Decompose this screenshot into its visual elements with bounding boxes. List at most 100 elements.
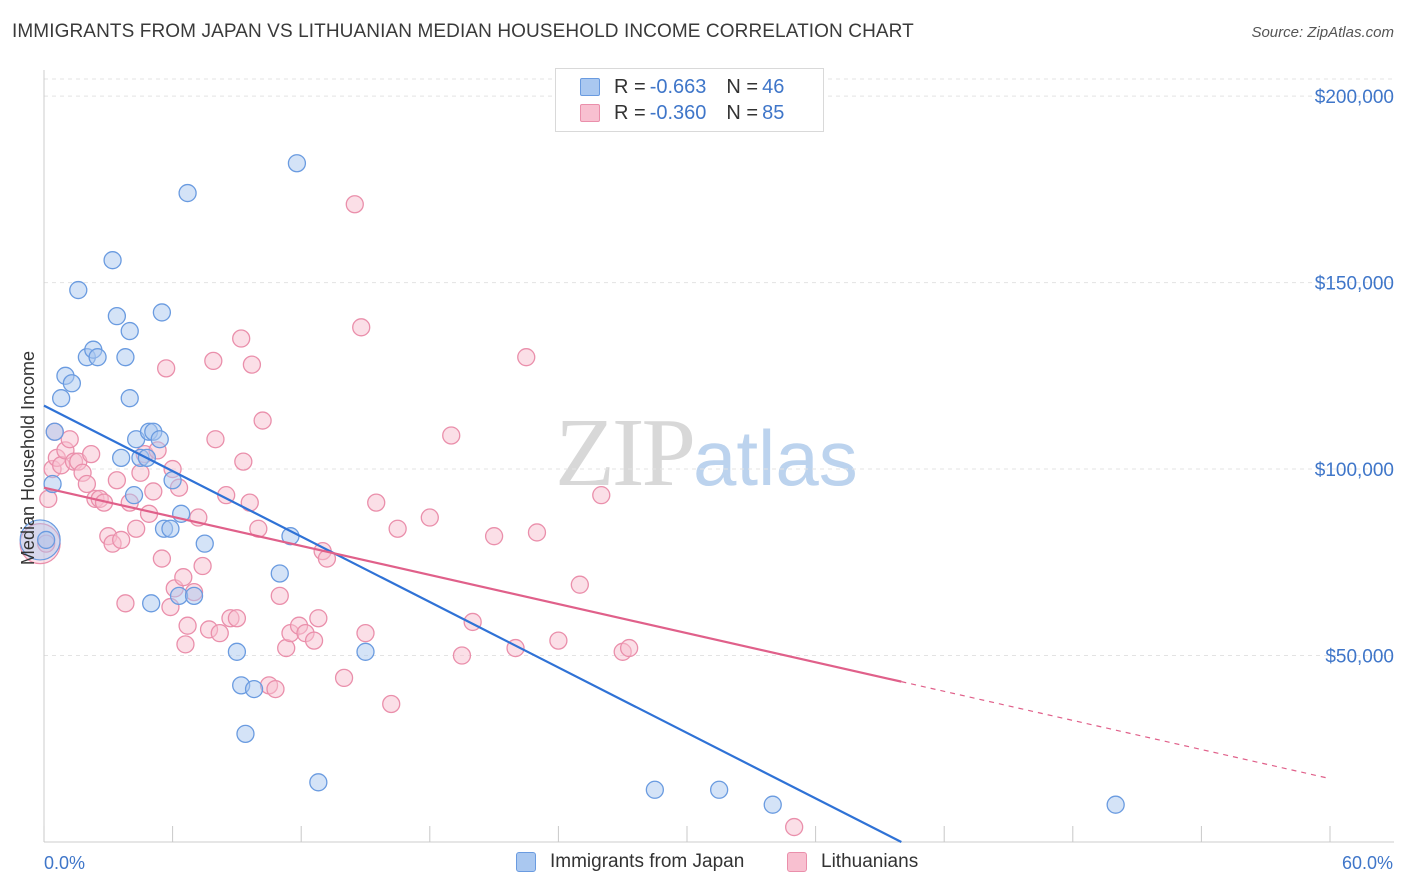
y-axis-label: Median Household Income xyxy=(18,351,38,565)
lithuanians-point xyxy=(178,616,197,635)
y-tick-label: $200,000 xyxy=(1315,87,1394,108)
japan-trend-line xyxy=(43,404,902,843)
japan-point xyxy=(710,780,729,799)
y-tick-labels: $50,000 $100,000 $150,000 $200,000 xyxy=(1315,87,1394,667)
legend-label: Immigrants from Japan xyxy=(550,851,745,872)
japan-point xyxy=(195,534,214,553)
japan-point xyxy=(62,374,82,393)
lithuanians-point xyxy=(570,575,589,594)
trend-lines xyxy=(43,404,1331,843)
lithuanians-point xyxy=(517,348,536,367)
japan-point xyxy=(227,642,247,661)
legend-item-japan[interactable]: Immigrants from Japan xyxy=(516,851,744,873)
lithuanians-point xyxy=(785,817,804,837)
japan-point xyxy=(244,679,264,699)
lithuanians-point xyxy=(242,355,262,374)
japan-point xyxy=(236,724,255,743)
japan-point xyxy=(1106,795,1125,814)
lithuanians-point xyxy=(442,426,461,445)
n-label: N = xyxy=(726,101,759,124)
legend-item-lithuanians[interactable]: Lithuanians xyxy=(787,851,918,873)
y-tick-label: $50,000 xyxy=(1325,647,1394,668)
lithuanians-point xyxy=(227,609,247,628)
japan-point xyxy=(112,448,131,468)
lithuanians-trend-line-extension xyxy=(901,681,1331,780)
japan-point xyxy=(120,321,139,341)
lithuanians-point xyxy=(232,329,251,348)
lithuanians-point xyxy=(144,482,163,501)
japan-point xyxy=(309,773,328,792)
watermark-atlas: atlas xyxy=(693,414,858,502)
lithuanians-point xyxy=(304,631,324,650)
lithuanians-point xyxy=(388,519,407,538)
r-value: -0.663 xyxy=(649,75,707,98)
lithuanians-point xyxy=(345,195,364,214)
lithuanians-point xyxy=(592,486,611,505)
lithuanians-point xyxy=(334,668,354,688)
lithuanians-point xyxy=(127,519,146,538)
lithuanians-point xyxy=(619,638,639,658)
x-tick-label: 60.0% xyxy=(1342,853,1393,873)
japan-swatch xyxy=(580,78,600,96)
lithuanians-point xyxy=(174,568,193,587)
lithuanians-point xyxy=(204,351,223,371)
japan-point xyxy=(178,183,197,203)
legend-row-japan: R = -0.663 N = 46 xyxy=(580,75,784,99)
japan-point xyxy=(107,306,127,326)
lithuanians-point xyxy=(112,530,131,550)
lithuanians-point xyxy=(452,646,472,665)
japan-point xyxy=(45,422,64,441)
japan-point xyxy=(270,564,289,583)
japan-point xyxy=(184,586,204,606)
japan-point xyxy=(763,795,782,814)
lithuanians-trend-line xyxy=(43,486,902,683)
japan-point xyxy=(120,389,139,408)
watermark: ZIPatlas xyxy=(555,395,858,509)
lithuanians-point xyxy=(484,527,504,546)
lithuanians-point xyxy=(270,586,289,606)
r-label: R = xyxy=(614,101,646,124)
lithuanians-point xyxy=(206,430,225,449)
series-legend: Immigrants from Japan Lithuanians xyxy=(0,851,1406,879)
lithuanians-point xyxy=(77,474,97,494)
japan-point xyxy=(116,348,135,367)
r-value: -0.360 xyxy=(649,101,707,124)
lithuanians-point xyxy=(309,609,328,628)
japan-point xyxy=(152,303,172,322)
lithuanians-point xyxy=(356,623,375,643)
japan-swatch xyxy=(516,852,536,872)
japan-point xyxy=(287,154,307,173)
lithuanians-point xyxy=(193,556,212,576)
x-tick-label: 0.0% xyxy=(44,853,85,873)
japan-point xyxy=(36,530,56,550)
lithuanians-point xyxy=(116,594,135,613)
legend-label: Lithuanians xyxy=(821,851,919,872)
r-label: R = xyxy=(614,75,646,98)
y-tick-label: $150,000 xyxy=(1315,274,1394,295)
lithuanians-point xyxy=(352,318,371,337)
lithuanians-point xyxy=(60,430,79,449)
lithuanians-point xyxy=(82,444,101,464)
legend-row-lithuanians: R = -0.360 N = 85 xyxy=(580,101,784,125)
japan-point xyxy=(51,389,71,408)
japan-point xyxy=(142,594,161,613)
axes xyxy=(43,70,1394,843)
lithuanians-point xyxy=(210,623,229,643)
japan-point xyxy=(124,486,144,505)
source-label: Source: ZipAtlas.com xyxy=(1251,24,1394,41)
lithuanians-point xyxy=(367,493,386,512)
lithuanians-point xyxy=(382,694,401,714)
n-value: 46 xyxy=(762,75,785,98)
n-value: 85 xyxy=(762,101,785,124)
lithuanians-point xyxy=(549,631,568,650)
chart-title: IMMIGRANTS FROM JAPAN VS LITHUANIAN MEDI… xyxy=(12,21,914,42)
japan-point xyxy=(150,430,169,449)
lithuanians-point xyxy=(253,411,272,430)
lithuanians-points xyxy=(19,195,804,837)
n-label: N = xyxy=(726,75,759,98)
japan-point xyxy=(88,348,107,367)
japan-point xyxy=(69,280,88,300)
lithuanians-point xyxy=(152,549,172,568)
correlation-legend: R = -0.663 N = 46 R = -0.360 N = 85 xyxy=(555,68,824,132)
